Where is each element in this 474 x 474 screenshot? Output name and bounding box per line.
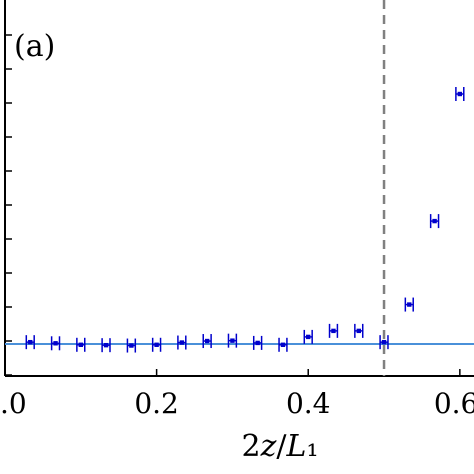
data-marker: [331, 328, 336, 334]
data-point: [177, 335, 187, 350]
data-marker: [78, 342, 84, 347]
data-point: [50, 336, 61, 351]
data-marker: [129, 343, 134, 348]
data-point: [303, 329, 313, 344]
data-marker: [204, 338, 210, 344]
data-point: [25, 335, 35, 350]
data-point: [379, 335, 389, 350]
data-marker: [432, 218, 437, 224]
x-tick-label: .0: [0, 387, 27, 420]
data-point: [227, 333, 238, 348]
data-marker: [381, 339, 387, 345]
data-point: [101, 338, 111, 353]
data-marker: [407, 302, 412, 307]
data-point: [354, 323, 364, 338]
data-marker: [457, 91, 463, 97]
data-marker: [179, 340, 185, 345]
data-point: [429, 214, 440, 229]
x-tick-label: 0.4: [286, 387, 331, 420]
data-marker: [356, 328, 361, 334]
x-axis-label: 2z/L₁: [242, 429, 319, 464]
data-point: [76, 337, 86, 352]
data-marker: [230, 338, 235, 343]
data-point: [404, 297, 414, 312]
data-marker: [154, 342, 159, 347]
data-marker: [103, 342, 109, 348]
data-point: [126, 338, 137, 353]
data-marker: [306, 334, 311, 340]
x-tick-label: 0.2: [134, 387, 179, 420]
data-point: [328, 323, 339, 338]
data-marker: [28, 339, 33, 345]
data-point: [455, 87, 465, 101]
data-point: [202, 334, 212, 349]
data-point: [252, 335, 263, 350]
data-marker: [53, 341, 58, 346]
data-point: [278, 337, 288, 352]
data-marker: [280, 342, 286, 347]
x-tick-label: 0.6: [434, 387, 474, 420]
panel-label: (a): [14, 29, 55, 64]
data-point: [151, 337, 162, 352]
data-marker: [255, 340, 260, 346]
